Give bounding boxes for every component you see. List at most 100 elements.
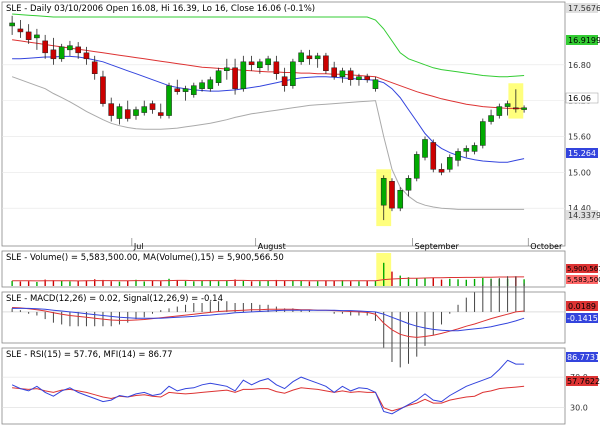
- candle-body: [182, 88, 189, 92]
- rsi-title: SLE - RSI(15) = 57.76, MFI(14) = 86.77: [6, 350, 173, 360]
- volume-panel-frame: [1, 250, 566, 288]
- candle-body: [488, 115, 494, 122]
- bb-lower-label: 14.3379: [568, 211, 600, 220]
- candle-body: [422, 139, 428, 158]
- candle-body: [133, 109, 139, 116]
- rsi-panel-frame: [1, 347, 566, 425]
- candle-body: [290, 61, 296, 86]
- candle-body: [232, 67, 238, 89]
- candle-body: [17, 28, 24, 33]
- candle-body: [50, 49, 57, 60]
- volume-ma-line: [12, 276, 525, 282]
- rsi-lines: [11, 359, 525, 415]
- macd-panel-frame: [1, 291, 566, 344]
- ma-fast-label: 15.264: [568, 149, 596, 158]
- rsi-badges: 86.7731 57.7622: [566, 352, 600, 386]
- volume-title: SLE - Volume() = 5,583,500.00, MA(Volume…: [6, 253, 284, 263]
- candle-body: [58, 46, 65, 60]
- macd-title: SLE - MACD(12,26) = 0.02, Signal(12,26,9…: [6, 294, 223, 304]
- bb-upper-label: 17.5676: [568, 4, 600, 13]
- mfi-line: [11, 359, 525, 415]
- candle-body: [224, 67, 230, 72]
- candle-body: [339, 70, 346, 77]
- candle-body: [199, 82, 205, 89]
- candle-body: [174, 88, 181, 92]
- price-tick-label: 15.60: [568, 132, 591, 141]
- candle-body: [9, 22, 15, 27]
- ma-fast-badge: 15.264: [566, 148, 598, 158]
- month-label: October: [530, 242, 563, 251]
- moving-average-slow-line: [12, 39, 525, 109]
- macd-histogram: [2, 276, 565, 368]
- candle-body: [405, 178, 412, 191]
- candle-body: [372, 79, 379, 89]
- macd-badge-label: 0.0189: [568, 302, 596, 311]
- candle-body: [190, 85, 197, 95]
- candle-body: [157, 112, 164, 116]
- candle-body: [281, 76, 288, 86]
- candle-body: [513, 107, 519, 110]
- close-badge: 16.06: [565, 92, 599, 104]
- candle-body: [430, 142, 437, 170]
- month-label: September: [415, 242, 460, 251]
- candle-body: [356, 76, 362, 80]
- candle-body: [521, 107, 527, 110]
- bollinger-lower-line: [11, 76, 525, 210]
- bb-upper-badge: 17.5676: [566, 3, 600, 13]
- candle-body: [42, 40, 48, 54]
- price-panel-frame: [1, 1, 566, 247]
- month-labels: Jul August September October: [131, 238, 563, 251]
- candle-body: [116, 106, 123, 119]
- price-tick-label: 16.80: [568, 61, 591, 70]
- moving-average-fast-line: [12, 55, 525, 163]
- candle-body: [108, 103, 115, 116]
- candle-body: [347, 70, 354, 80]
- macd-badges: 0.0189 -0.14151: [566, 301, 600, 323]
- candle-body: [323, 55, 329, 72]
- candle-body: [389, 181, 395, 209]
- candle-body: [496, 106, 503, 116]
- candle-body: [215, 70, 222, 83]
- candle-body: [25, 31, 32, 40]
- candle-body: [397, 189, 404, 209]
- bb-lower-badge: 14.3379: [566, 210, 600, 220]
- price-lines: [11, 13, 525, 210]
- candle-body: [413, 154, 420, 179]
- candle-body: [480, 121, 486, 146]
- volume-ma-badge-label: 5,900,567: [567, 265, 600, 273]
- rsi-line: [12, 385, 525, 412]
- candle-body: [207, 79, 214, 89]
- price-candles: [9, 15, 527, 221]
- candle-body: [504, 103, 511, 107]
- close-label: 16.06: [568, 94, 591, 103]
- price-tick-label: 14.40: [568, 204, 591, 213]
- candle-body: [364, 76, 371, 80]
- candle-body: [463, 148, 470, 152]
- candle-body: [67, 45, 73, 51]
- macd-lines: [12, 307, 525, 338]
- candle-body: [455, 151, 461, 161]
- candle-body: [471, 145, 478, 152]
- candle-body: [91, 61, 98, 74]
- candle-body: [248, 61, 255, 66]
- candle-body: [34, 34, 40, 39]
- signal-badge-label: -0.14151: [567, 314, 600, 323]
- price-grid: [2, 64, 565, 209]
- candle-body: [265, 58, 271, 66]
- candle-body: [83, 52, 90, 60]
- candle-body: [298, 52, 304, 63]
- candle-body: [446, 157, 453, 170]
- price-title: SLE - Daily 03/10/2006 Open 16.08, Hi 16…: [6, 4, 315, 14]
- bb-mid-badge: 16.9199: [566, 35, 600, 45]
- rsi-badge-label: 57.7622: [567, 377, 600, 386]
- candle-body: [124, 109, 131, 119]
- month-label: Jul: [133, 242, 144, 251]
- volume-badges: 5,900,567 5,583,500: [566, 264, 600, 284]
- candle-body: [438, 169, 445, 173]
- candle-body: [149, 103, 156, 110]
- candle-body: [314, 55, 321, 60]
- volume-ma: [12, 276, 525, 282]
